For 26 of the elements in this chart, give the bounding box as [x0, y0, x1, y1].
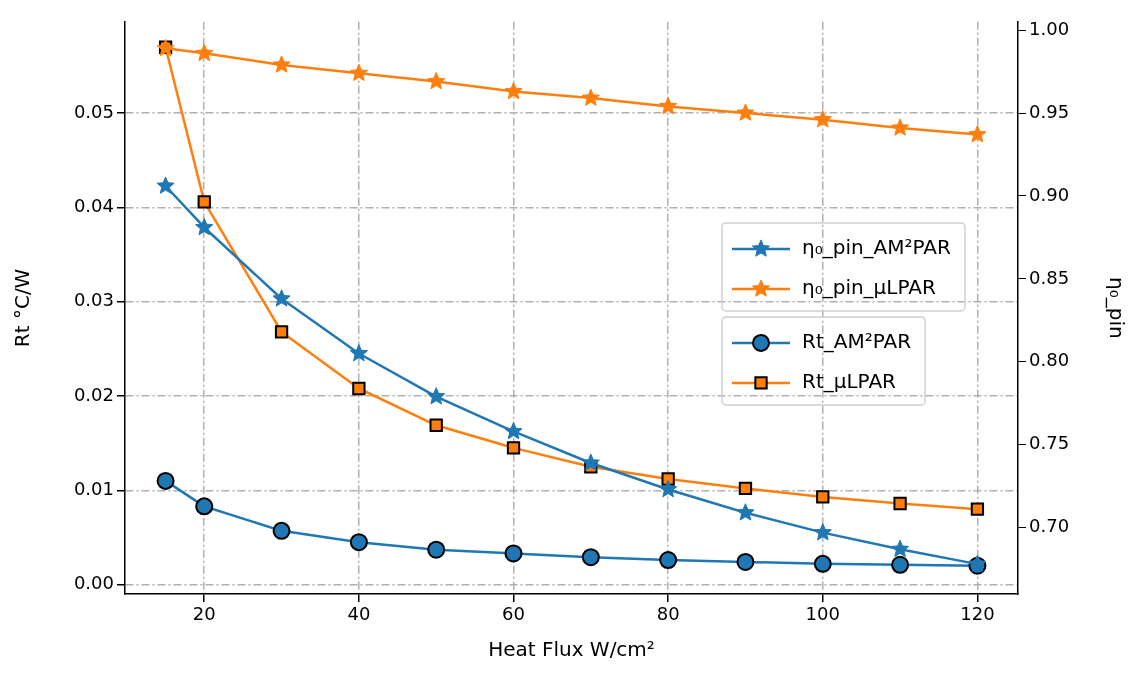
legend-label: Rt_AM²PAR — [802, 329, 912, 354]
y-tick-label: 0.05 — [73, 100, 114, 122]
x-tick-label: 80 — [656, 603, 680, 625]
x-tick-label: 20 — [192, 603, 216, 625]
y-axis-title: Rt °C/W — [10, 268, 35, 348]
y2-tick-label: 0.75 — [1029, 432, 1070, 454]
legend-label: η₀_pin_AM²PAR — [802, 235, 952, 260]
y2-tick-label: 0.80 — [1029, 349, 1070, 371]
x-tick-label: 40 — [347, 603, 371, 625]
y2-tick-label: 0.95 — [1029, 100, 1070, 122]
y2-tick-label: 0.85 — [1029, 266, 1070, 288]
legend-label: Rt_µLPAR — [802, 369, 897, 394]
x-tick-label: 120 — [960, 603, 995, 625]
x-tick-label: 60 — [502, 603, 525, 625]
y-tick-label: 0.00 — [73, 572, 114, 594]
y2-tick-label: 1.00 — [1029, 17, 1070, 39]
y-tick-label: 0.01 — [73, 477, 114, 499]
y2-tick-label: 0.70 — [1029, 515, 1070, 537]
y2-axis-title: η₀_pin — [1104, 277, 1129, 339]
legend-label: η₀_pin_µLPAR — [802, 275, 936, 300]
y2-tick-label: 0.90 — [1029, 183, 1070, 205]
y-tick-label: 0.02 — [73, 383, 114, 405]
y-tick-label: 0.04 — [73, 195, 114, 217]
x-tick-label: 100 — [805, 603, 840, 625]
x-axis-title: Heat Flux W/cm² — [488, 637, 655, 662]
y-tick-label: 0.03 — [73, 289, 114, 311]
